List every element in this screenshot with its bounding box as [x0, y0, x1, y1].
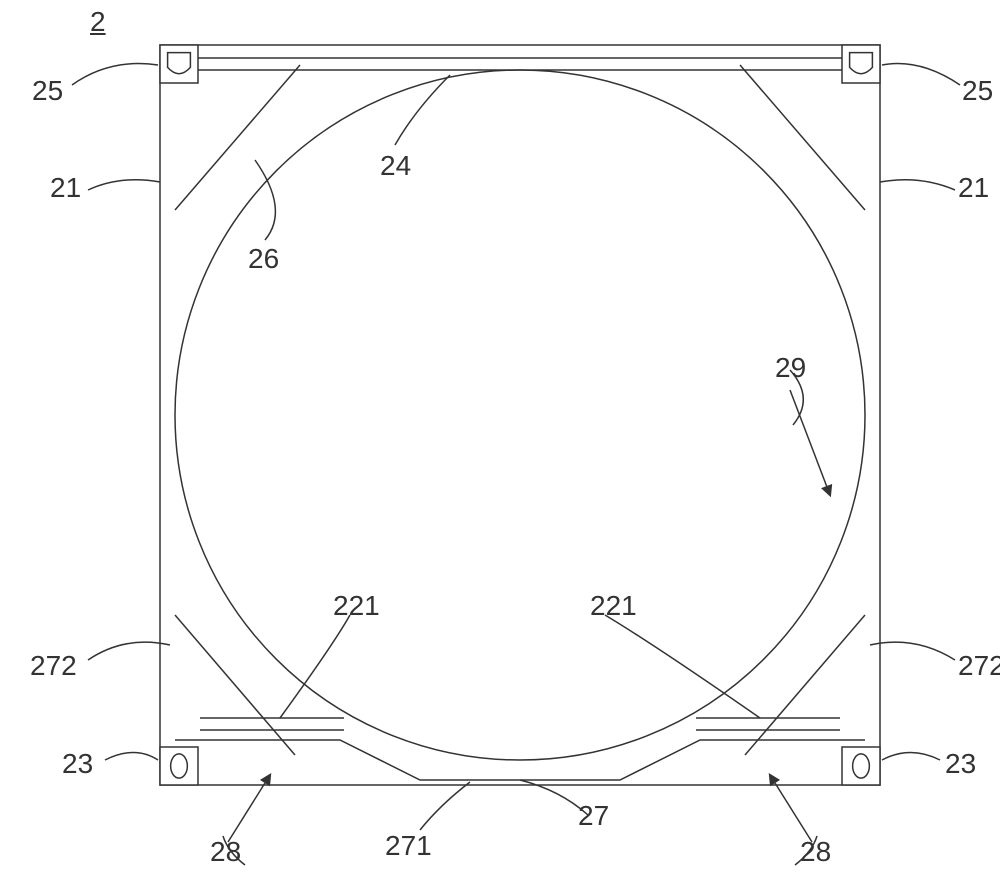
label-271: 271: [385, 830, 432, 862]
label-28-right: 28: [800, 836, 831, 868]
label-25-left: 25: [32, 75, 63, 107]
label-26: 26: [248, 243, 279, 275]
figure-number-label: 2: [90, 6, 106, 38]
label-23-right: 23: [945, 748, 976, 780]
label-21-left: 21: [50, 172, 81, 204]
label-21-right: 21: [958, 172, 989, 204]
label-23-left: 23: [62, 748, 93, 780]
diagram-svg: [0, 0, 1000, 880]
label-29: 29: [775, 352, 806, 384]
label-24: 24: [380, 150, 411, 182]
label-221-right: 221: [590, 590, 637, 622]
label-221-left: 221: [333, 590, 380, 622]
label-272-left: 272: [30, 650, 77, 682]
label-25-right: 25: [962, 75, 993, 107]
label-27: 27: [578, 800, 609, 832]
label-272-right: 272: [958, 650, 1000, 682]
label-28-left: 28: [210, 836, 241, 868]
